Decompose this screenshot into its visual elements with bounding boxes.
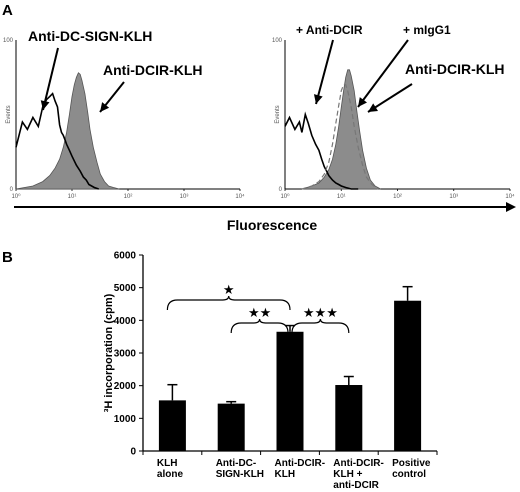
y-tick-label: 0 <box>279 187 283 193</box>
histogram-outline-series <box>15 92 99 190</box>
annotation-label: Anti-DCIR-KLH <box>405 61 505 77</box>
bar-y-tick-label: 0 <box>130 447 136 458</box>
annotation-label: Anti-DC-SIGN-KLH <box>28 28 152 44</box>
bar <box>276 331 304 451</box>
significance-bracket <box>230 318 289 334</box>
annotation-arrow <box>315 39 334 105</box>
fluorescence-label: Fluorescence <box>227 217 317 233</box>
x-tick-label: 10¹ <box>337 194 346 200</box>
bar-chart: 0 1000 2000 3000 4000 5000 6000 ³H incorporatio… <box>103 251 438 491</box>
significance-bracket <box>166 295 291 311</box>
bar-y-axis-label: ³H incorporation (cpm) <box>103 293 115 412</box>
bar-category-label: Anti-DCIR- <box>275 458 326 469</box>
x-tick-label: 10⁰ <box>280 193 290 200</box>
histogram-right: 0 100 Events 10⁰ 10¹ 10² 10³ 10⁴ + Anti-DCIR + mI… <box>272 23 515 200</box>
significance-stars: ★★ <box>248 306 271 321</box>
annotation-label: + mIgG1 <box>403 23 451 37</box>
annotation-label: + Anti-DCIR <box>296 23 363 37</box>
panel-a-letter: A <box>2 2 13 19</box>
bar-y-tick-label: 5000 <box>114 283 137 294</box>
x-tick-label: 10⁴ <box>235 193 245 200</box>
bar <box>394 300 422 451</box>
x-tick-label: 10³ <box>449 194 458 200</box>
bar-category-label: alone <box>157 469 184 480</box>
bar-y-tick-label: 2000 <box>114 381 137 392</box>
bar-category-label: Positive <box>392 458 431 469</box>
y-axis-label: Events <box>6 105 12 123</box>
significance-bracket <box>291 318 350 334</box>
x-tick-label: 10² <box>124 194 133 200</box>
bar <box>335 385 363 451</box>
histogram-filled-series <box>301 69 381 190</box>
histogram-filled-series <box>15 72 120 190</box>
bar-category-label: KLH <box>157 458 178 469</box>
arrow-head <box>358 97 367 107</box>
bar-category-label: SIGN-KLH <box>216 469 264 480</box>
bar-category-label: KLH + <box>333 469 362 480</box>
significance-stars: ★ <box>223 283 235 298</box>
y-tick-label: 100 <box>3 38 14 44</box>
bar-y-tick-label: 6000 <box>114 251 137 262</box>
histogram-left: 0 100 Events 10⁰ 10¹ 10² 10³ 10⁴ Anti-DC-SIGN-KL… <box>3 28 245 200</box>
x-tick-label: 10⁴ <box>505 193 515 200</box>
y-axis-label: Events <box>275 105 281 123</box>
bar-y-tick-label: 3000 <box>114 349 137 360</box>
bar-category-label: Anti-DCIR- <box>333 458 384 469</box>
x-tick-label: 10⁰ <box>11 193 21 200</box>
arrow-head <box>368 103 379 112</box>
histogram-outline-series <box>284 111 359 190</box>
arrow-head <box>313 94 323 104</box>
bar-category-label: anti-DCIR <box>333 480 379 491</box>
y-tick-label: 0 <box>10 187 14 193</box>
histogram-dashed-series <box>301 84 379 190</box>
annotation-arrow <box>42 47 59 111</box>
arrow-head <box>100 102 110 112</box>
fluorescence-arrow-head <box>506 202 516 212</box>
x-tick-label: 10² <box>393 194 402 200</box>
arrow-head <box>40 100 50 110</box>
annotation-label: Anti-DCIR-KLH <box>103 62 203 78</box>
significance-stars: ★★★ <box>303 306 338 321</box>
panel-b-letter: B <box>2 249 13 266</box>
bar-y-tick-label: 1000 <box>114 414 137 425</box>
x-tick-label: 10¹ <box>68 194 77 200</box>
bar <box>217 403 245 451</box>
bar-y-tick-label: 4000 <box>114 316 137 327</box>
bar-category-label: control <box>392 469 426 480</box>
y-tick-label: 100 <box>272 38 283 44</box>
annotation-arrow <box>357 39 409 108</box>
x-tick-label: 10³ <box>180 194 189 200</box>
bar <box>158 400 186 451</box>
bar-category-label: KLH <box>275 469 296 480</box>
bar-category-label: Anti-DC- <box>216 458 257 469</box>
fluorescence-axis: Fluorescence <box>14 202 516 233</box>
